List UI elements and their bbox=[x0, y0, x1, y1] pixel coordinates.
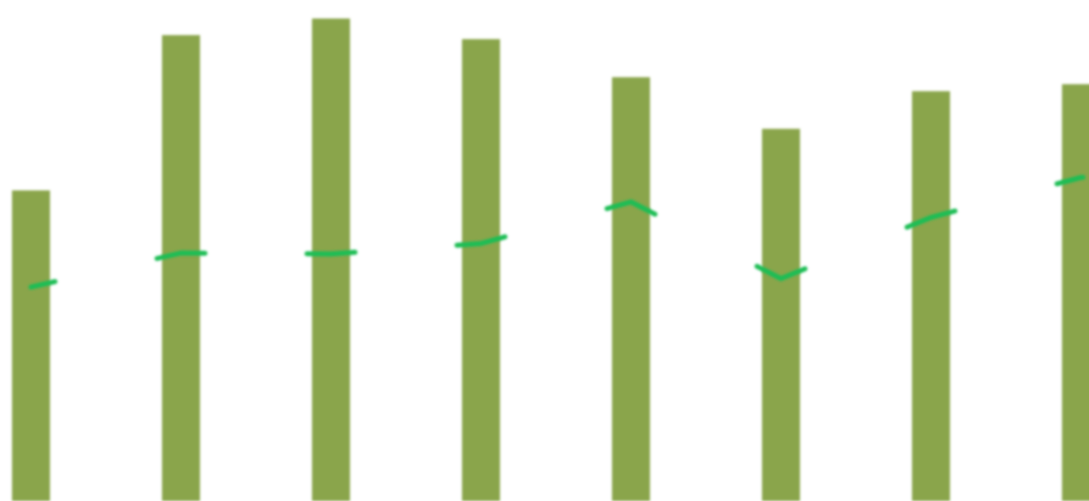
line-point-3 bbox=[304, 249, 358, 257]
bar-2 bbox=[162, 35, 200, 501]
line-point-4 bbox=[454, 234, 508, 248]
bar-7 bbox=[912, 91, 950, 501]
bar-6 bbox=[762, 128, 800, 501]
line-point-2 bbox=[154, 250, 208, 261]
line-point-1 bbox=[28, 279, 58, 290]
bar-1 bbox=[12, 190, 50, 501]
line-series-group bbox=[28, 174, 1086, 290]
bar-3 bbox=[312, 18, 350, 501]
line-point-7 bbox=[904, 208, 958, 230]
line-point-5 bbox=[604, 199, 658, 217]
line-point-6 bbox=[754, 263, 808, 282]
bar-5 bbox=[612, 77, 650, 501]
line-point-8 bbox=[1054, 174, 1086, 187]
bar-4 bbox=[462, 39, 500, 501]
bar-8 bbox=[1062, 84, 1089, 501]
bar-series-group bbox=[12, 18, 1089, 501]
